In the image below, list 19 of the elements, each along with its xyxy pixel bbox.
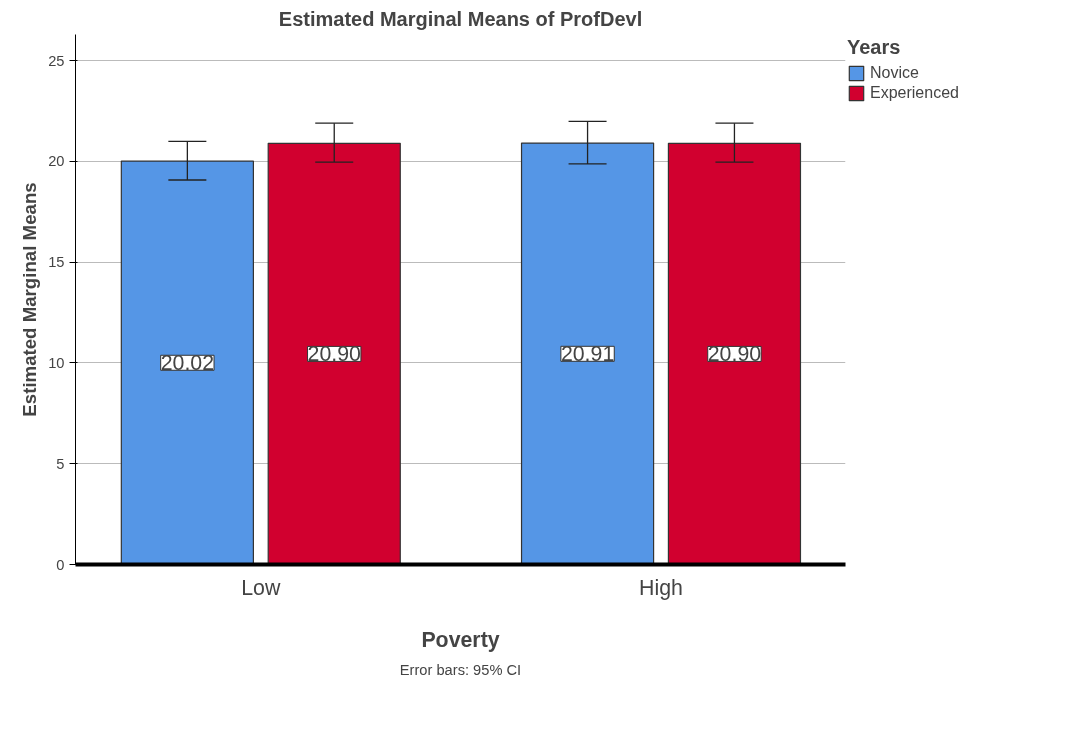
data-label: 20.91 bbox=[560, 342, 615, 367]
legend-label: Experienced bbox=[870, 84, 959, 102]
y-tick-label: 0 bbox=[56, 556, 65, 573]
y-tick-label: 5 bbox=[56, 455, 65, 472]
y-axis-title: Estimated Marginal Means bbox=[19, 182, 41, 417]
y-tick-label: 15 bbox=[48, 254, 65, 271]
x-tick-label: Low bbox=[241, 575, 281, 600]
x-axis-title: Poverty bbox=[421, 627, 500, 652]
text: Error bars: 95% CI bbox=[399, 661, 522, 678]
data-label: 20.02 bbox=[160, 351, 215, 376]
y-tick-label: 25 bbox=[48, 52, 65, 69]
y-tick-label: 20 bbox=[48, 153, 65, 170]
chart-title: Estimated Marginal Means of ProfDevl bbox=[278, 7, 643, 30]
data-label: 20.90 bbox=[307, 342, 362, 367]
data-label: 20.90 bbox=[707, 342, 762, 367]
legend-label: Novice bbox=[870, 64, 919, 82]
y-tick-label: 10 bbox=[48, 354, 65, 371]
x-tick-label: High bbox=[639, 575, 683, 600]
legend-title: Years bbox=[847, 36, 902, 59]
